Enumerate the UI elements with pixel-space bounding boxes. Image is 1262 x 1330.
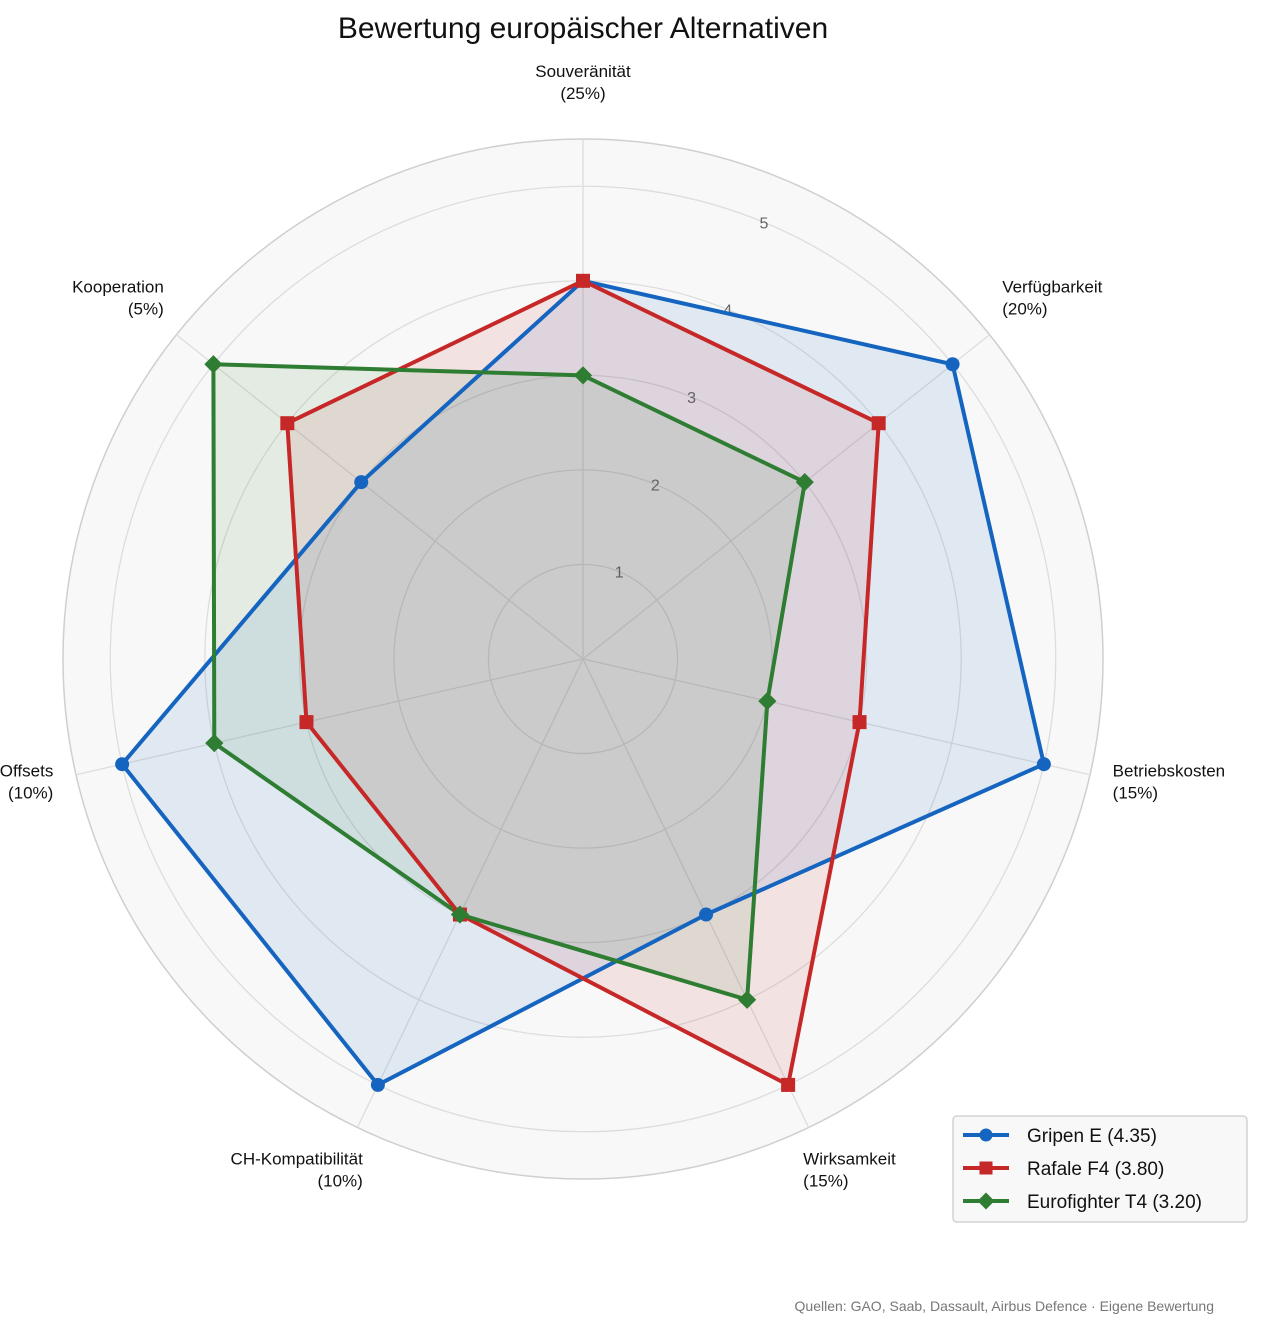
radar-grid: 1 2 3 4 5 [62, 138, 1104, 1180]
series-line [285, 278, 881, 1087]
axis-label-weight: (20%) [1002, 299, 1047, 318]
data-point [115, 757, 130, 772]
source-note: Quellen: GAO, Saab, Dassault, Airbus Def… [795, 1298, 1214, 1314]
data-point [370, 1077, 385, 1092]
axis-label-name: Souveränität [535, 62, 631, 81]
legend: Gripen E (4.35) Rafale F4 (3.80) Eurofight… [952, 1115, 1248, 1223]
tick-label: 1 [615, 565, 624, 582]
series-area [213, 364, 805, 1000]
grid-spoke [75, 658, 584, 776]
axis-label-name: CH-Kompatibilität [231, 1149, 364, 1168]
axis-label-name: Wirksamkeit [803, 1149, 896, 1168]
tick-label: 4 [723, 303, 732, 320]
data-point [781, 1077, 796, 1092]
data-point [450, 905, 470, 924]
data-point [699, 907, 714, 922]
legend-item: Rafale F4 (3.80) [963, 1159, 1164, 1180]
legend-label: Gripen E (4.35) [1027, 1126, 1157, 1147]
radar-series [115, 273, 1051, 1092]
axis-label-weight: (15%) [803, 1171, 848, 1190]
data-point [280, 416, 295, 431]
axis-label-weight: (10%) [8, 783, 53, 802]
data-point [979, 1161, 993, 1175]
data-point [758, 691, 777, 711]
data-point [945, 357, 960, 372]
legend-item: Eurofighter T4 (3.20) [963, 1192, 1202, 1213]
series-line [211, 362, 807, 1002]
axis-label-name: Offsets [0, 761, 53, 780]
data-point [354, 475, 369, 490]
data-point [576, 273, 590, 288]
axis-label-name: Verfügbarkeit [1002, 277, 1102, 296]
grid-spoke [356, 658, 584, 1128]
tick-label: 5 [759, 215, 768, 232]
axis-label-name: Betriebskosten [1113, 761, 1225, 780]
data-point [737, 990, 757, 1009]
data-point [852, 715, 867, 730]
chart-title: Bewertung europäischer Alternativen [338, 12, 828, 45]
data-point [204, 355, 223, 374]
tick-label: 3 [687, 390, 696, 407]
legend-label: Rafale F4 (3.80) [1027, 1159, 1164, 1180]
series-line [120, 278, 1046, 1087]
data-point [205, 734, 224, 753]
data-point [871, 416, 886, 431]
legend-box [952, 1115, 1248, 1223]
data-point [979, 1128, 993, 1142]
axis-label-weight: (15%) [1113, 783, 1158, 802]
tick-label: 2 [651, 477, 660, 494]
axis-labels: Souveränität (25%) Verfügbarkeit (20%) Betri… [0, 62, 1225, 1190]
data-point [1036, 757, 1051, 772]
axis-label-weight: (10%) [317, 1171, 362, 1190]
data-point [573, 366, 593, 385]
data-point [795, 473, 814, 492]
data-point [977, 1192, 995, 1210]
grid-spoke [582, 658, 1091, 776]
grid-spoke [176, 334, 584, 660]
series-area [287, 280, 879, 1085]
grid-spoke [582, 334, 990, 660]
legend-item: Gripen E (4.35) [963, 1126, 1157, 1147]
data-point [299, 715, 314, 730]
axis-label-weight: (5%) [128, 299, 164, 318]
axis-label-name: Kooperation [72, 277, 164, 296]
legend-label: Eurofighter T4 (3.20) [1027, 1192, 1202, 1213]
axis-label-weight: (25%) [560, 84, 605, 103]
grid-spoke [582, 658, 810, 1128]
